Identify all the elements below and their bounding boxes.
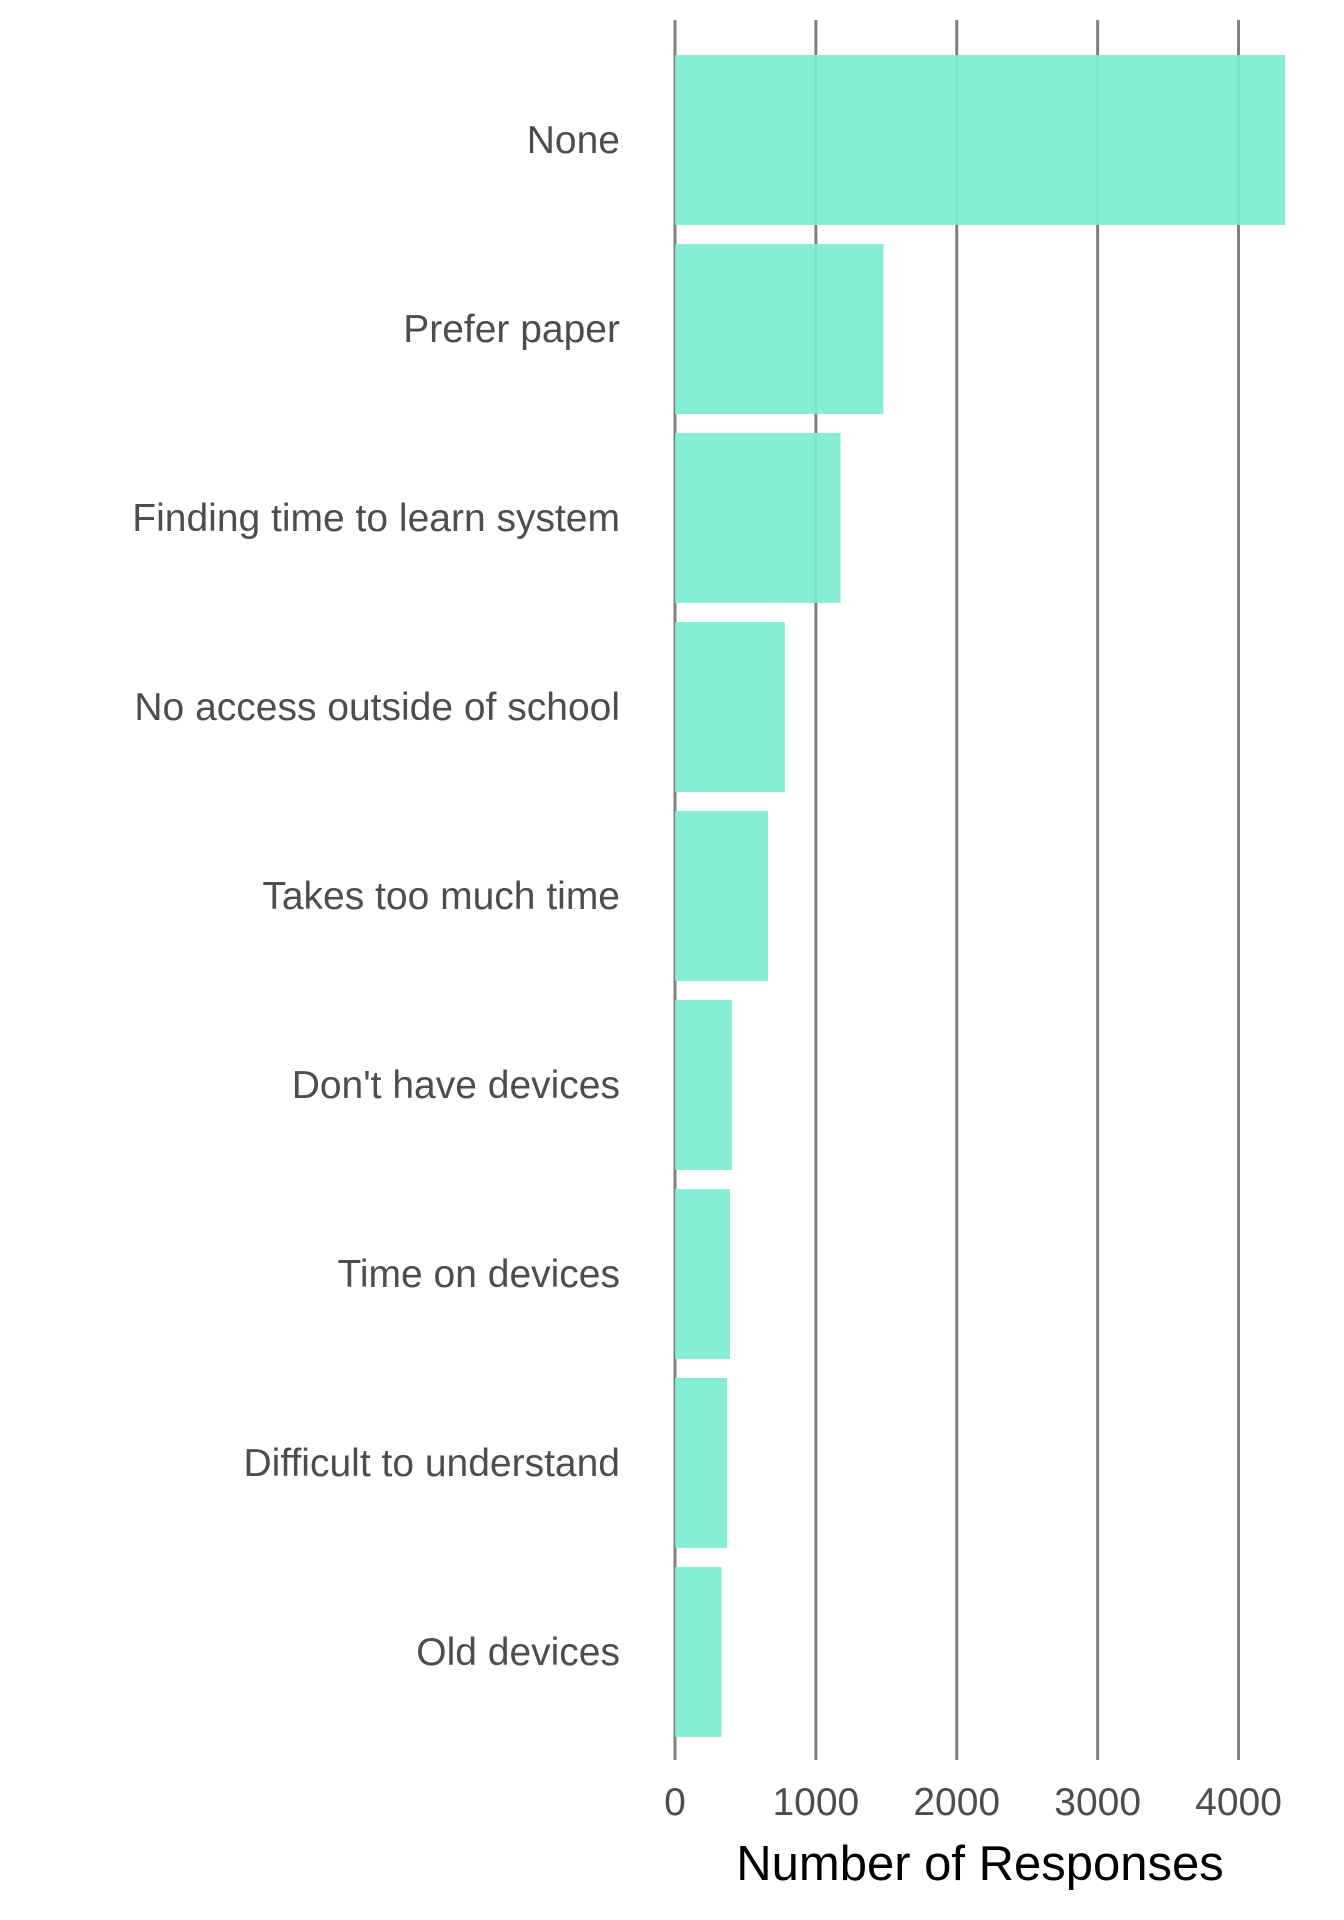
bar (675, 1189, 730, 1359)
bar (675, 244, 884, 414)
x-tick-label: 0 (664, 1781, 686, 1824)
category-label: Difficult to understand (244, 1442, 621, 1485)
bar (675, 622, 785, 792)
x-tick-label: 3000 (1054, 1781, 1141, 1824)
bar (675, 811, 768, 981)
bar (675, 55, 1285, 225)
bar (675, 1000, 733, 1170)
category-label: Time on devices (337, 1253, 620, 1296)
category-label: Old devices (416, 1631, 620, 1674)
bar (675, 433, 841, 603)
category-label: None (527, 119, 620, 162)
bars (675, 55, 1285, 1737)
x-axis-title: Number of Responses (736, 1837, 1224, 1891)
bar (675, 1378, 728, 1548)
x-tick-labels: 0 1000 2000 3000 4000 (664, 1781, 1282, 1824)
category-label: Finding time to learn system (132, 497, 620, 540)
x-tick-label: 4000 (1195, 1781, 1282, 1824)
category-label: Prefer paper (403, 308, 620, 351)
bar (675, 1567, 722, 1737)
x-tick-label: 2000 (913, 1781, 1000, 1824)
x-tick-label: 1000 (772, 1781, 859, 1824)
category-labels: None Prefer paper Finding time to learn sy… (132, 119, 620, 1674)
category-label: No access outside of school (134, 686, 620, 729)
category-label: Don't have devices (292, 1064, 620, 1107)
category-label: Takes too much time (262, 875, 620, 918)
